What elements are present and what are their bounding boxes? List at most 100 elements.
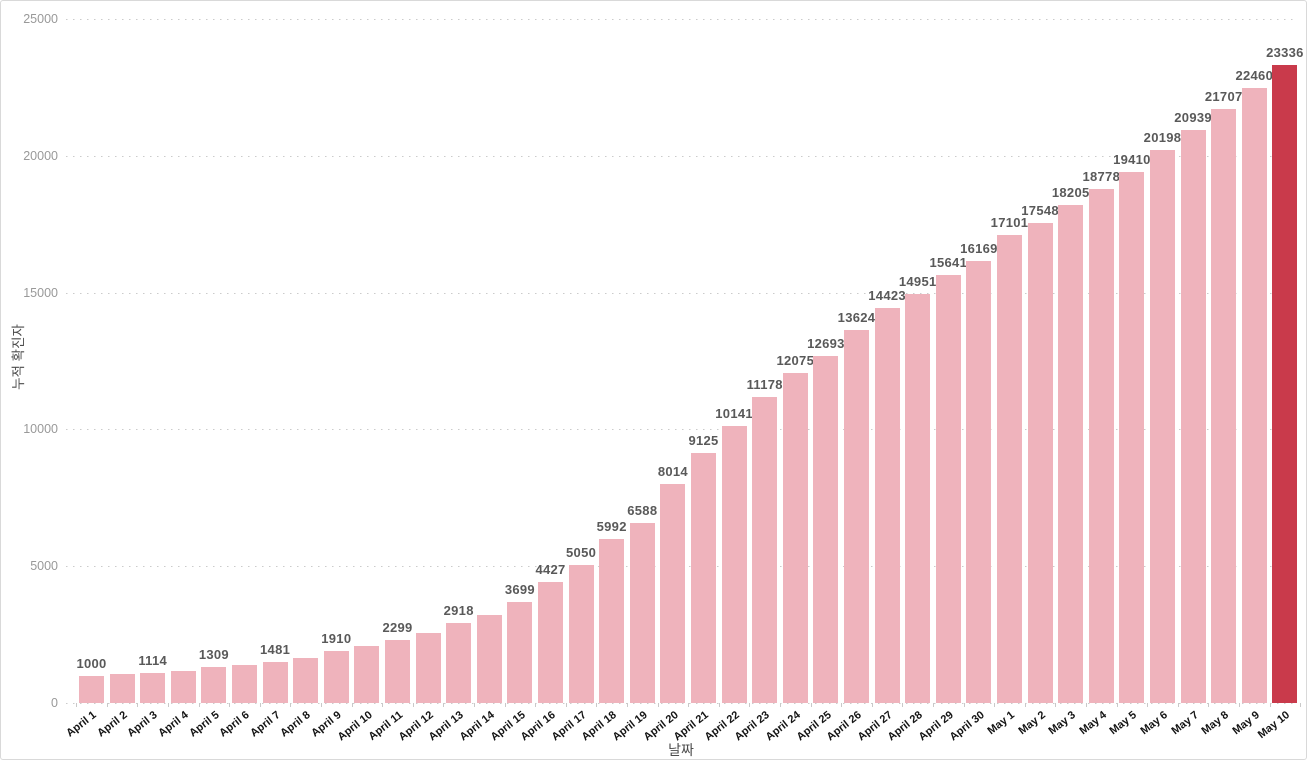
bar-value-label: 1000 bbox=[76, 655, 107, 671]
gridline bbox=[66, 292, 1298, 294]
x-axis-tick bbox=[1024, 703, 1026, 707]
y-tick-label: 0 bbox=[51, 696, 58, 710]
bar-value-label: 16169 bbox=[960, 240, 998, 256]
gridline bbox=[66, 703, 1298, 704]
bar-may-10[interactable] bbox=[1272, 64, 1298, 703]
bar-april-19[interactable] bbox=[629, 522, 655, 703]
x-axis-tick bbox=[1147, 703, 1149, 707]
bar-april-3[interactable] bbox=[140, 672, 166, 703]
bar-may-7[interactable] bbox=[1180, 130, 1206, 703]
bar-april-18[interactable] bbox=[599, 539, 625, 703]
bar-value-label: 20198 bbox=[1143, 130, 1182, 146]
bar-may-9[interactable] bbox=[1241, 88, 1267, 703]
bar-may-6[interactable] bbox=[1150, 150, 1175, 703]
bar-april-8[interactable] bbox=[293, 658, 319, 703]
bar-april-28[interactable] bbox=[905, 293, 931, 703]
bar-value-label: 12693 bbox=[807, 335, 845, 351]
x-axis-tick bbox=[963, 703, 965, 707]
bar-april-1[interactable] bbox=[79, 675, 104, 703]
bar-may-4[interactable] bbox=[1088, 189, 1114, 703]
bar-may-5[interactable] bbox=[1119, 171, 1145, 703]
x-tick-label: April 2 bbox=[95, 709, 130, 740]
bar-april-22[interactable] bbox=[721, 425, 747, 703]
bar-value-label: 5992 bbox=[596, 519, 627, 535]
x-tick-label: May 6 bbox=[1138, 709, 1170, 738]
x-axis-tick bbox=[565, 703, 567, 707]
bar-april-25[interactable] bbox=[813, 355, 839, 703]
bar-april-10[interactable] bbox=[354, 646, 380, 703]
bar-may-8[interactable] bbox=[1211, 109, 1237, 703]
x-axis-tick bbox=[198, 703, 200, 707]
x-axis-tick bbox=[259, 703, 261, 707]
gridline bbox=[66, 429, 1298, 431]
bar-april-11[interactable] bbox=[385, 640, 410, 703]
bar-april-4[interactable] bbox=[170, 670, 196, 703]
bar-value-label: 23336 bbox=[1266, 44, 1304, 60]
bar-april-16[interactable] bbox=[538, 581, 563, 703]
x-tick-label: May 2 bbox=[1016, 709, 1048, 738]
y-axis-title: 누적 확진자 bbox=[11, 324, 26, 390]
bar-april-27[interactable] bbox=[874, 308, 900, 703]
bar-april-13[interactable] bbox=[446, 623, 472, 703]
bar-april-5[interactable] bbox=[201, 667, 227, 703]
bar-value-label: 20939 bbox=[1174, 110, 1212, 126]
bar-april-2[interactable] bbox=[109, 674, 135, 703]
x-tick-label: April 5 bbox=[186, 709, 222, 740]
bar-april-15[interactable] bbox=[507, 601, 533, 703]
x-axis-tick bbox=[535, 703, 537, 707]
x-axis-tick bbox=[902, 703, 904, 707]
bar-value-label: 6588 bbox=[627, 502, 658, 518]
bar-value-label: 8014 bbox=[657, 463, 688, 479]
x-axis-tick bbox=[627, 703, 628, 707]
bar-value-label: 9125 bbox=[688, 433, 719, 449]
bar-april-20[interactable] bbox=[660, 483, 686, 703]
gridline bbox=[66, 19, 1298, 20]
x-tick-label: May 8 bbox=[1199, 709, 1232, 738]
x-tick-label: April 3 bbox=[125, 709, 161, 740]
bar-april-9[interactable] bbox=[323, 650, 349, 703]
x-tick-label: April 29 bbox=[916, 709, 956, 744]
bar-april-12[interactable] bbox=[415, 632, 441, 703]
x-axis-tick bbox=[229, 703, 231, 707]
x-axis-tick bbox=[321, 703, 322, 707]
bar-value-label: 18778 bbox=[1082, 169, 1121, 185]
bar-april-14[interactable] bbox=[476, 614, 502, 703]
bar-value-label: 18205 bbox=[1051, 184, 1090, 200]
x-axis-tick bbox=[106, 703, 108, 707]
x-axis-tick bbox=[382, 703, 384, 707]
bar-april-26[interactable] bbox=[844, 330, 869, 703]
y-tick-label: 25000 bbox=[23, 12, 58, 26]
bar-april-24[interactable] bbox=[782, 372, 808, 703]
x-tick-label: May 4 bbox=[1077, 709, 1109, 738]
x-axis-tick bbox=[933, 703, 934, 707]
bar-may-1[interactable] bbox=[997, 235, 1022, 703]
x-axis-tick bbox=[780, 703, 781, 707]
bar-april-23[interactable] bbox=[752, 397, 778, 703]
bar-value-label: 1481 bbox=[260, 642, 291, 658]
y-tick-label: 15000 bbox=[23, 285, 58, 300]
x-tick-label: April 19 bbox=[610, 709, 650, 744]
x-axis-title: 날짜 bbox=[668, 742, 694, 758]
bar-april-30[interactable] bbox=[966, 260, 992, 703]
bar-april-29[interactable] bbox=[935, 275, 961, 703]
x-tick-label: April 6 bbox=[217, 709, 252, 740]
y-tick-label: 20000 bbox=[23, 148, 58, 163]
bar-april-17[interactable] bbox=[568, 564, 594, 703]
bar-may-2[interactable] bbox=[1027, 222, 1053, 703]
x-tick-label: April 24 bbox=[763, 709, 803, 744]
bar-april-21[interactable] bbox=[691, 453, 716, 703]
x-axis-tick bbox=[688, 703, 690, 707]
x-axis-tick bbox=[1086, 703, 1087, 707]
bar-april-7[interactable] bbox=[262, 662, 288, 703]
bar-april-6[interactable] bbox=[232, 665, 257, 703]
x-tick-label: April 4 bbox=[156, 709, 191, 740]
bar-may-3[interactable] bbox=[1058, 204, 1084, 703]
y-tick-label: 5000 bbox=[30, 559, 58, 574]
bar-value-label: 14423 bbox=[868, 288, 906, 304]
x-axis-tick bbox=[351, 703, 353, 707]
x-axis-tick bbox=[504, 703, 506, 707]
x-tick-label: May 5 bbox=[1107, 709, 1140, 738]
bar-value-label: 5050 bbox=[566, 544, 597, 560]
bar-value-label: 21707 bbox=[1204, 89, 1243, 105]
